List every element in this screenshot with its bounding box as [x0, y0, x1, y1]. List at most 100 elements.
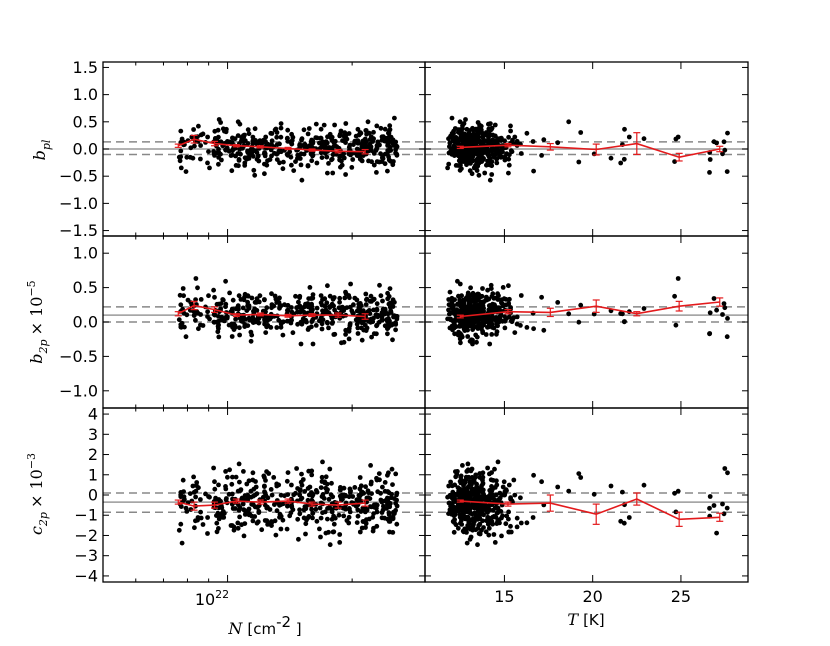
data-point [176, 154, 182, 160]
data-point [459, 490, 464, 495]
data-point [497, 305, 502, 311]
data-point [233, 474, 239, 480]
data-point [240, 305, 246, 311]
data-point [487, 121, 493, 127]
data-point [295, 321, 300, 327]
data-point [371, 162, 377, 168]
data-point [212, 128, 218, 134]
y-tick-label: −2 [74, 526, 98, 545]
data-point [235, 133, 241, 139]
data-point [468, 285, 473, 291]
data-point [242, 160, 248, 166]
data-point [294, 466, 299, 471]
data-point [195, 310, 201, 316]
data-point [319, 321, 325, 327]
data-point [530, 515, 536, 520]
data-point [338, 128, 344, 134]
data-point [249, 150, 255, 156]
data-point [457, 119, 463, 125]
data-point [300, 477, 306, 482]
error-bar [256, 499, 264, 505]
error-bar [592, 143, 600, 156]
data-point [264, 305, 270, 311]
data-point [506, 134, 511, 140]
y-tick-label: 0.5 [73, 112, 98, 131]
data-point [299, 471, 304, 477]
data-point [478, 485, 484, 491]
data-point [452, 492, 458, 498]
data-point [298, 162, 304, 168]
data-point [230, 297, 236, 303]
data-point [196, 123, 201, 129]
data-point [178, 490, 184, 495]
data-point [354, 321, 360, 327]
data-point [205, 309, 211, 315]
data-point [481, 496, 486, 502]
data-point [591, 491, 597, 497]
data-point [290, 330, 296, 336]
data-point [508, 529, 514, 535]
data-point [494, 318, 500, 324]
data-point [477, 322, 483, 328]
data-point [254, 504, 260, 510]
data-point [488, 127, 494, 132]
data-point [343, 493, 348, 499]
data-point [707, 170, 712, 175]
data-point [295, 486, 300, 491]
data-point [675, 276, 681, 281]
data-point [492, 466, 497, 472]
data-point [200, 522, 206, 527]
data-point [369, 334, 374, 340]
data-point [285, 503, 290, 509]
data-point [720, 151, 725, 157]
data-point [464, 469, 470, 474]
data-point [452, 126, 458, 131]
data-point [481, 299, 486, 305]
data-point [388, 308, 394, 314]
scatter-points [176, 276, 400, 347]
data-point [299, 482, 305, 488]
data-point [305, 304, 311, 310]
data-point [235, 525, 241, 531]
data-point [329, 315, 335, 321]
data-point [366, 516, 372, 522]
data-point [320, 459, 325, 465]
data-point [393, 471, 399, 477]
data-point [347, 295, 352, 301]
data-point [246, 512, 252, 518]
data-point [478, 326, 484, 332]
data-point [475, 542, 480, 548]
data-point [489, 324, 495, 330]
data-point [492, 307, 498, 313]
data-point [721, 301, 727, 306]
data-point [363, 525, 368, 530]
error-bar [504, 501, 512, 507]
data-point [502, 325, 508, 331]
data-point [348, 488, 353, 494]
data-point [463, 304, 468, 310]
data-point [337, 295, 343, 301]
y-tick-label: 0.5 [73, 278, 98, 297]
data-point [374, 509, 380, 515]
data-point [707, 331, 712, 337]
data-point [370, 528, 376, 534]
data-point [385, 489, 391, 495]
data-point [307, 285, 313, 290]
data-point [285, 303, 291, 308]
data-point [707, 505, 712, 511]
y-tick-label: −4 [74, 566, 98, 585]
data-point [223, 469, 229, 474]
data-point [244, 481, 250, 487]
data-point [278, 492, 284, 498]
data-point [714, 530, 719, 536]
data-point [237, 514, 243, 520]
data-point [465, 134, 471, 140]
data-point [255, 519, 261, 525]
data-point [306, 492, 312, 498]
data-point [390, 516, 396, 522]
data-point [309, 158, 315, 164]
data-point [720, 501, 725, 507]
data-point [242, 512, 248, 517]
data-point [455, 140, 461, 146]
data-point [198, 297, 204, 302]
